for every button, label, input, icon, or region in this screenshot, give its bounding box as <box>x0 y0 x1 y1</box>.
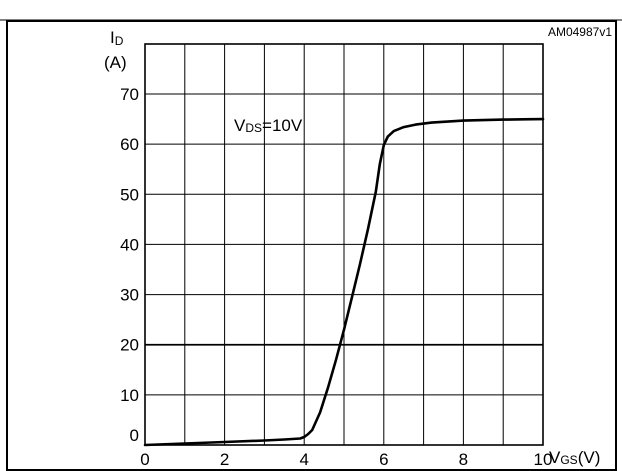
y-tick-label: 50 <box>120 185 139 204</box>
x-tick-label: 4 <box>299 450 308 469</box>
y-tick-label: 20 <box>120 336 139 355</box>
y-tick-label: 40 <box>120 235 139 254</box>
y-tick-labels: 0 10 20 30 40 50 60 70 <box>120 85 139 445</box>
x-tick-label: 2 <box>220 450 229 469</box>
x-tick-labels: 0 2 4 6 8 10 <box>140 450 552 469</box>
x-axis-label: VGS(V) <box>549 448 600 467</box>
grid <box>145 44 543 445</box>
series-line <box>143 117 545 447</box>
x-tick-label: 0 <box>140 450 149 469</box>
x-tick-label: 10 <box>534 450 553 469</box>
x-tick-label: 6 <box>379 450 388 469</box>
y-axis-unit: (A) <box>104 53 127 72</box>
y-tick-label: 60 <box>120 135 139 154</box>
x-tick-label: 8 <box>459 450 468 469</box>
figure-frame <box>6 20 617 471</box>
y-tick-label: 10 <box>120 386 139 405</box>
y-axis-label: ID <box>110 28 124 48</box>
plot-area <box>144 43 544 446</box>
vds-annotation: VDS=10V <box>234 116 303 135</box>
figure-id: AM04987v1 <box>548 25 612 39</box>
y-tick-label: 0 <box>130 426 139 445</box>
y-tick-label: 30 <box>120 286 139 305</box>
y-tick-label: 70 <box>120 85 139 104</box>
